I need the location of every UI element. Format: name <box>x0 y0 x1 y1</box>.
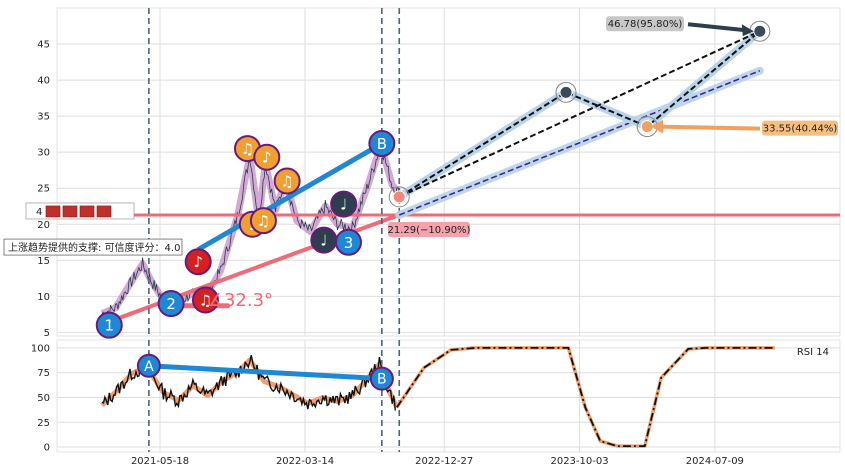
angle-label: ∡32.3° <box>208 290 273 311</box>
forecast-path-band <box>397 28 763 201</box>
rsi-divergence-label: A <box>144 359 154 375</box>
forecast-channel-line <box>398 69 761 216</box>
rsi-y-tick-labels: 0 25 50 75 100 <box>31 343 50 453</box>
wave-label-circle <box>191 286 219 314</box>
rsi-divergence-line <box>148 363 382 382</box>
wave-label-circle <box>368 130 396 158</box>
forecast-point <box>559 85 573 99</box>
low-target-badge <box>388 221 470 237</box>
wave-label-text: ♫ <box>241 140 254 158</box>
mid-target-badge <box>762 120 838 136</box>
wave-label-text: 2 <box>166 295 176 313</box>
rsi-divergence-label: B <box>377 372 387 388</box>
upper-trend-line <box>196 141 384 252</box>
x-tick-label: 2021-05-18 <box>131 456 189 467</box>
support-tooltip <box>3 238 183 256</box>
wave-label-text: ♪ <box>262 149 272 167</box>
top-target-label: 46.78(95.80%) <box>608 19 683 30</box>
price-panel: 2021-05-18 2022-03-14 2022-12-27 2023-10-03… <box>3 7 841 467</box>
x-tick-labels: 2021-05-18 2022-03-14 2022-12-27 2023-10-03… <box>131 456 744 467</box>
rsi-lines: A B RSI 14 <box>100 340 829 452</box>
wave-label-circle <box>310 226 338 254</box>
rsi-y-tick-label: 25 <box>37 418 50 429</box>
rsi-y-tick-label: 75 <box>37 368 50 379</box>
x-tick-label: 2023-10-03 <box>550 456 608 467</box>
legend-swatch <box>62 205 78 218</box>
rsi-divergence-marker <box>369 366 394 391</box>
x-tick-label: 2022-03-14 <box>276 456 334 467</box>
price-y-tick-label: 45 <box>37 40 50 51</box>
mid-target-arrow <box>659 124 761 131</box>
wave-label-text: ♫ <box>280 173 293 191</box>
price-y-tick-label: 20 <box>37 220 50 231</box>
rsi-panel: 0 25 50 75 100 A B RSI 14 <box>31 339 841 454</box>
top-target-arrow <box>687 22 747 33</box>
legend-count: 4 <box>36 207 42 218</box>
wave-label-text: 1 <box>104 317 114 335</box>
rsi-y-tick-label: 50 <box>37 393 50 404</box>
top-target-arrowhead <box>741 24 754 37</box>
legend-swatch <box>96 205 112 218</box>
rsi-y-tick-label: 100 <box>31 343 50 354</box>
wave-label-circle <box>95 311 123 339</box>
low-target-label: 21.29(−10.90%) <box>388 225 471 236</box>
wave-label-circle <box>249 207 277 235</box>
price-y-tick-label: 15 <box>37 256 50 267</box>
rsi-y-tick-label: 0 <box>44 443 50 454</box>
wave-label-circle <box>253 143 281 171</box>
price-y-tick-label: 35 <box>37 112 50 123</box>
wave-label-circle <box>184 248 212 276</box>
x-tick-label: 2024-07-09 <box>686 456 744 467</box>
wave-label-circle <box>330 190 358 218</box>
forecast-point-ring <box>388 186 410 208</box>
legend-swatch <box>79 205 95 218</box>
price-plot-area <box>56 7 841 337</box>
forecast-point <box>753 24 767 38</box>
x-tick-label: 2022-12-27 <box>415 456 473 467</box>
wave-label-text: 3 <box>344 234 354 252</box>
wave-label-text: ♩ <box>320 232 327 250</box>
legend-swatch <box>45 205 61 218</box>
rsi-divergence-marker <box>136 353 161 378</box>
wave-label-circle <box>273 167 301 195</box>
mid-target-arrowhead <box>651 119 664 134</box>
price-y-tick-labels: 5 10 15 20 25 30 35 40 45 <box>37 40 50 339</box>
top-target-badge <box>606 16 684 32</box>
mid-target-label: 33.55(40.44%) <box>763 124 838 135</box>
wave-label-text: ♫ <box>199 291 212 309</box>
forecast-direct-path <box>398 30 761 198</box>
wave-label-text: B <box>377 135 387 153</box>
wave-label-text: ♪ <box>193 253 203 271</box>
wave-label-circle <box>157 290 185 318</box>
rsi-forecast <box>396 346 775 448</box>
rsi-legend: RSI 14 <box>797 347 829 358</box>
price-y-tick-label: 40 <box>37 76 50 87</box>
forecast-point-ring <box>555 81 577 103</box>
support-tooltip-text: 上涨趋势提供的支撑: 可信度评分：4.0 <box>8 241 180 254</box>
price-y-tick-label: 10 <box>37 292 50 303</box>
price-annotations: 46.78(95.80%) 33.55(40.44%) 21.29(−10.90%)… <box>3 16 838 311</box>
price-y-tick-label: 30 <box>37 148 50 159</box>
wave-label-text: ♩ <box>340 196 347 214</box>
price-y-tick-label: 25 <box>37 184 50 195</box>
wave-label-text: ♫ <box>257 212 270 230</box>
forecast-point <box>392 190 406 204</box>
price-y-tick-label: 5 <box>44 328 50 339</box>
